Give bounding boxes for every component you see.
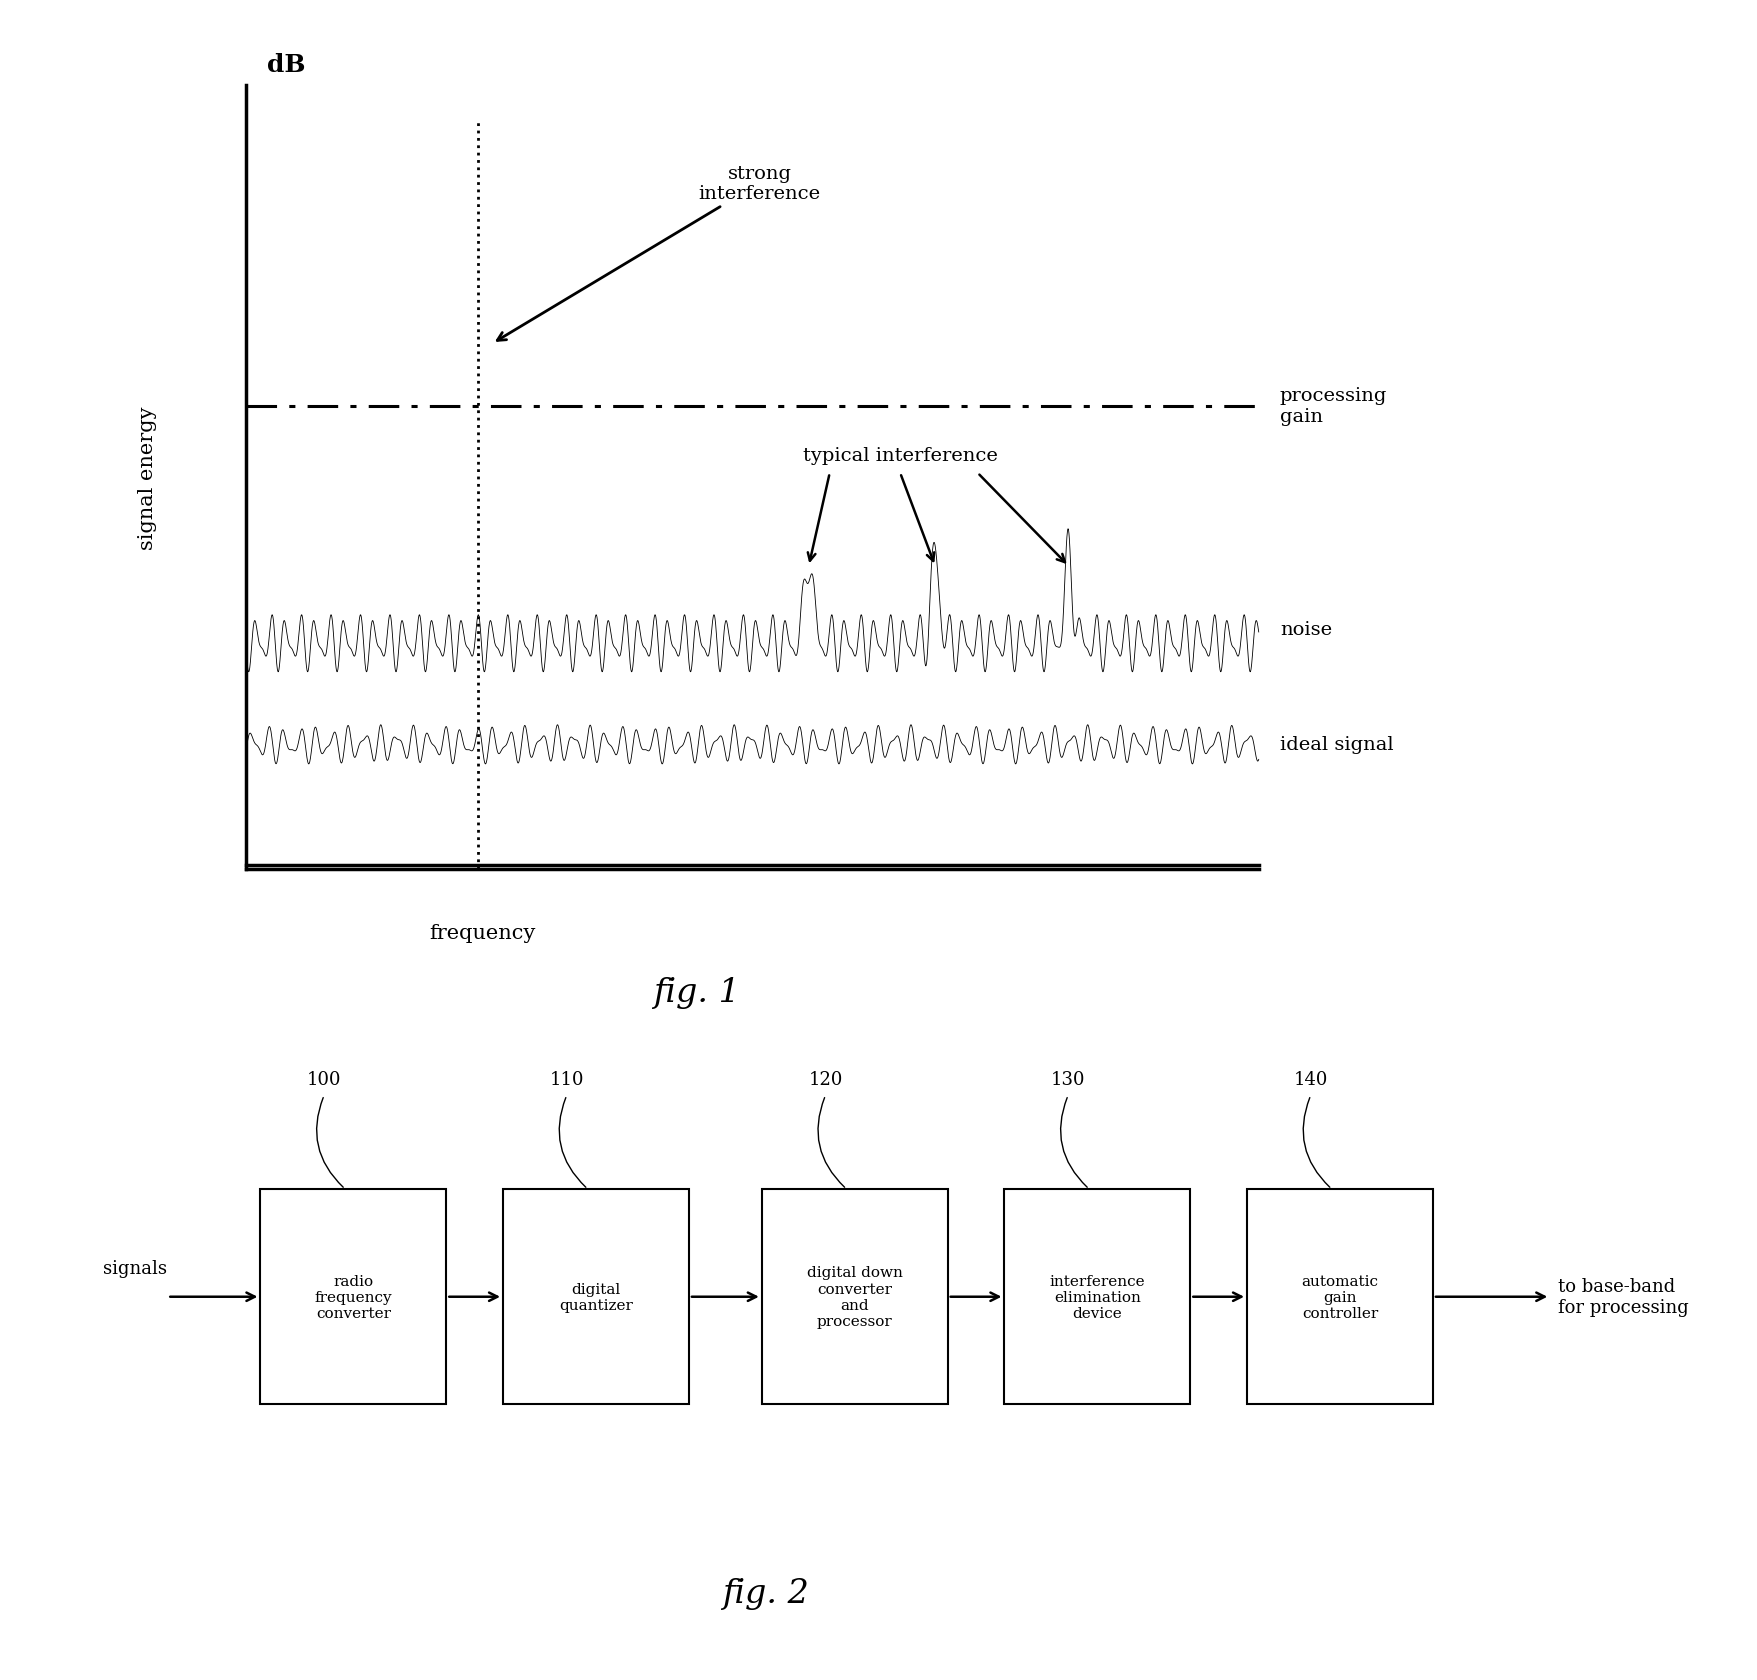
Text: 110: 110 xyxy=(550,1070,583,1089)
Text: noise: noise xyxy=(1279,620,1332,638)
Text: frequency: frequency xyxy=(429,922,536,942)
Bar xyxy=(260,1189,446,1404)
Text: fig. 1: fig. 1 xyxy=(652,976,740,1008)
Text: digital down
converter
and
processor: digital down converter and processor xyxy=(806,1265,901,1329)
Text: ideal signal: ideal signal xyxy=(1279,736,1393,754)
Bar xyxy=(1246,1189,1432,1404)
Text: dB: dB xyxy=(267,54,306,77)
Text: signals: signals xyxy=(102,1258,167,1277)
Bar xyxy=(1003,1189,1189,1404)
Text: automatic
gain
controller: automatic gain controller xyxy=(1300,1273,1377,1320)
Text: to base-band
for processing: to base-band for processing xyxy=(1557,1277,1688,1317)
Text: typical interference: typical interference xyxy=(803,447,996,464)
Text: 120: 120 xyxy=(808,1070,842,1089)
Text: interference
elimination
device: interference elimination device xyxy=(1049,1273,1144,1320)
Text: radio
frequency
converter: radio frequency converter xyxy=(315,1273,392,1320)
Text: strong
interference: strong interference xyxy=(497,165,821,341)
Text: signal energy: signal energy xyxy=(139,407,156,549)
Text: 100: 100 xyxy=(307,1070,341,1089)
Text: 130: 130 xyxy=(1051,1070,1084,1089)
Text: 140: 140 xyxy=(1293,1070,1327,1089)
Bar xyxy=(761,1189,947,1404)
Text: fig. 2: fig. 2 xyxy=(722,1576,808,1609)
Text: processing
gain: processing gain xyxy=(1279,386,1386,427)
Bar xyxy=(503,1189,689,1404)
Text: digital
quantizer: digital quantizer xyxy=(559,1282,633,1312)
